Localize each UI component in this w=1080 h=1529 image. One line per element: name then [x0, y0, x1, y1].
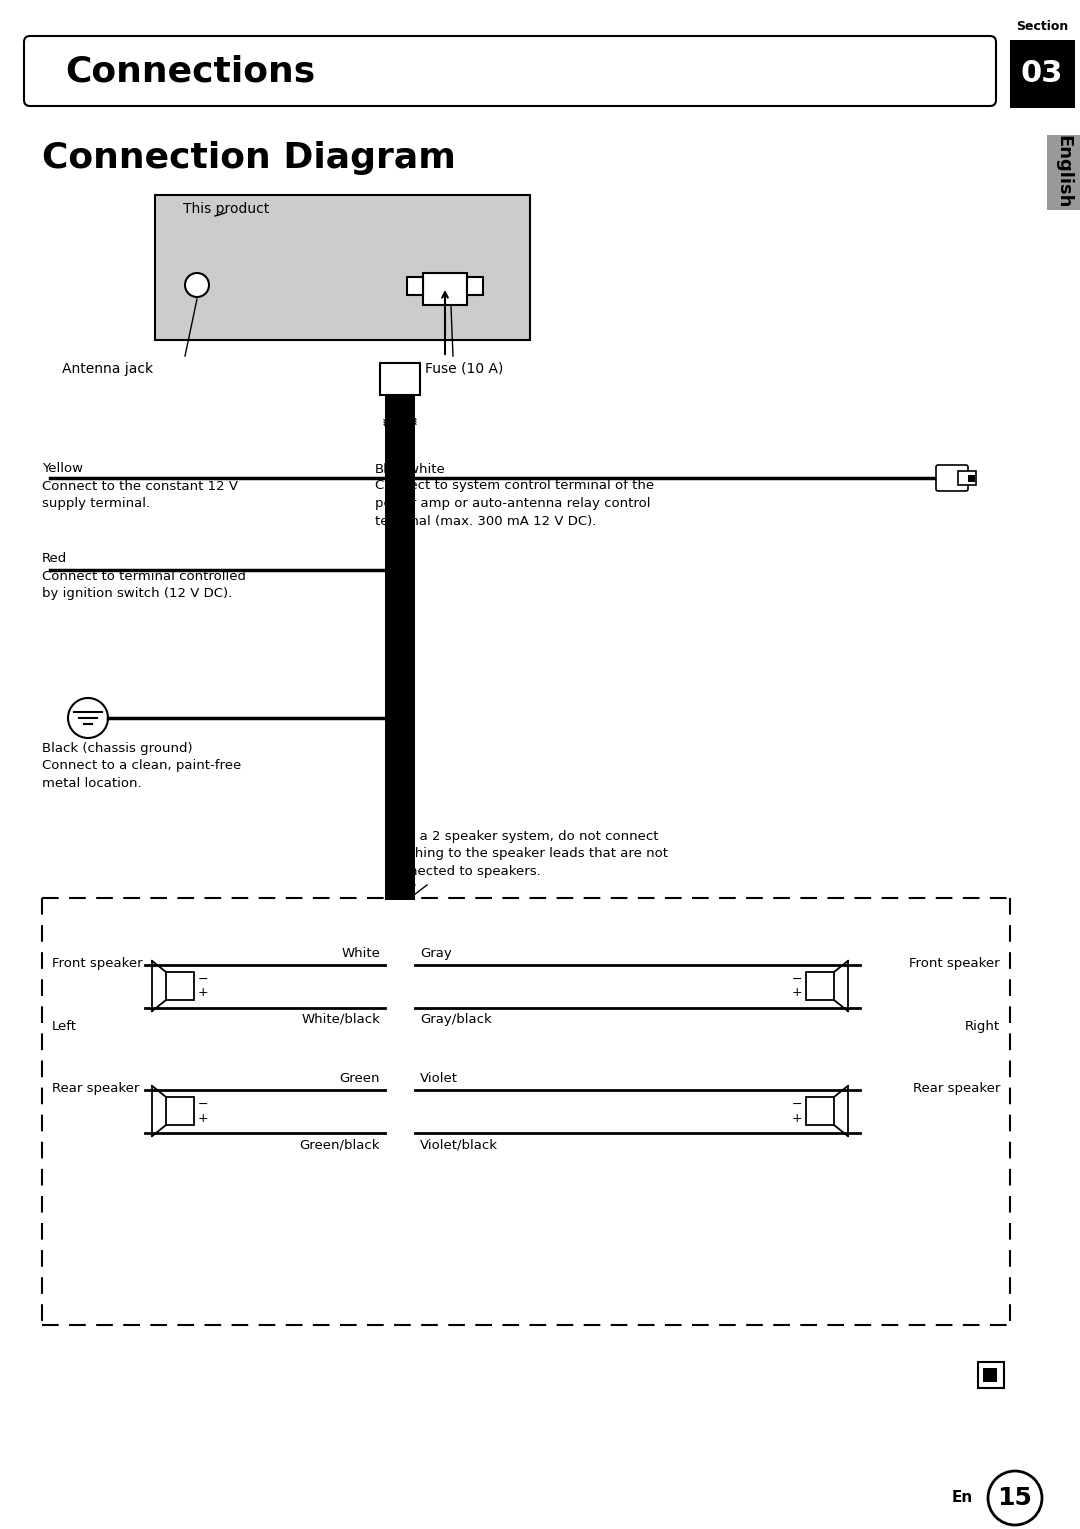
Text: Green: Green: [339, 1072, 380, 1086]
Bar: [407, 277, 423, 295]
Text: Red
Connect to terminal controlled
by ignition switch (12 V DC).: Red Connect to terminal controlled by ig…: [42, 552, 246, 599]
Text: 15: 15: [998, 1486, 1032, 1511]
Bar: [423, 274, 467, 304]
Text: Fuse (10 A): Fuse (10 A): [426, 362, 503, 376]
Text: Section: Section: [1016, 20, 1068, 32]
Text: English: English: [1054, 135, 1072, 208]
Text: Rear speaker: Rear speaker: [913, 1083, 1000, 1095]
Bar: [978, 1362, 1004, 1388]
Text: Violet: Violet: [420, 1072, 458, 1086]
Bar: [380, 362, 420, 394]
Bar: [806, 1096, 834, 1125]
Text: −: −: [198, 1098, 208, 1110]
Text: −: −: [198, 972, 208, 986]
Text: Front speaker: Front speaker: [52, 957, 143, 969]
Bar: [968, 476, 975, 482]
Circle shape: [988, 1471, 1042, 1524]
Text: Black (chassis ground)
Connect to a clean, paint-free
metal location.: Black (chassis ground) Connect to a clea…: [42, 742, 241, 790]
Bar: [384, 430, 415, 901]
Circle shape: [185, 274, 210, 297]
Text: 03: 03: [1021, 60, 1063, 89]
Text: +: +: [792, 986, 802, 1000]
Text: Rear speaker: Rear speaker: [52, 1083, 139, 1095]
Text: Right: Right: [964, 1020, 1000, 1034]
Text: +: +: [198, 986, 208, 1000]
Text: +: +: [792, 1112, 802, 1124]
Text: +: +: [198, 1112, 208, 1124]
Text: Connections: Connections: [65, 54, 315, 89]
Bar: [467, 277, 483, 295]
FancyBboxPatch shape: [936, 465, 968, 491]
Bar: [983, 1368, 997, 1382]
Text: −: −: [792, 972, 802, 986]
Text: With a 2 speaker system, do not connect
anything to the speaker leads that are n: With a 2 speaker system, do not connect …: [384, 830, 669, 878]
Bar: [166, 972, 194, 1000]
Bar: [806, 972, 834, 1000]
Bar: [1010, 40, 1075, 109]
Text: Antenna jack: Antenna jack: [62, 362, 153, 376]
Bar: [1047, 135, 1080, 209]
Circle shape: [68, 699, 108, 739]
Text: Green/black: Green/black: [299, 1138, 380, 1151]
Text: −: −: [792, 1098, 802, 1110]
Text: Front speaker: Front speaker: [909, 957, 1000, 969]
Text: Yellow
Connect to the constant 12 V
supply terminal.: Yellow Connect to the constant 12 V supp…: [42, 462, 238, 511]
Text: Violet/black: Violet/black: [420, 1138, 498, 1151]
Text: Connection Diagram: Connection Diagram: [42, 141, 456, 174]
Text: En: En: [951, 1491, 973, 1506]
Bar: [958, 471, 976, 485]
Text: Gray: Gray: [420, 946, 451, 960]
Bar: [166, 1096, 194, 1125]
Text: White: White: [341, 946, 380, 960]
Bar: [384, 391, 415, 440]
Text: This product: This product: [183, 202, 269, 216]
Text: Blue/white
Connect to system control terminal of the
power amp or auto-antenna r: Blue/white Connect to system control ter…: [375, 462, 654, 528]
Bar: [156, 196, 530, 339]
Text: Left: Left: [52, 1020, 77, 1034]
FancyBboxPatch shape: [24, 37, 996, 106]
Text: White/black: White/black: [301, 1014, 380, 1026]
Text: Gray/black: Gray/black: [420, 1014, 491, 1026]
